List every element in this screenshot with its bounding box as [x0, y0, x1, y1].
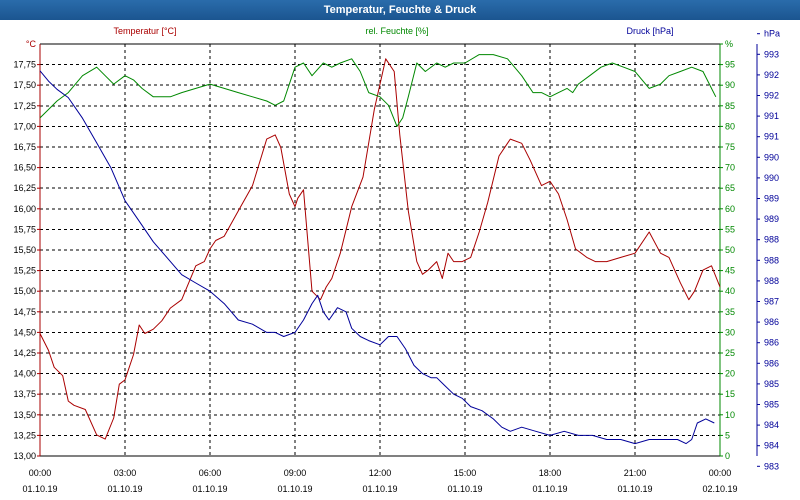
humidity-tick-label: 5: [725, 430, 730, 440]
pressure-tick-label: 984: [764, 420, 779, 430]
temperature-tick-label: 13,50: [13, 410, 36, 420]
pressure-tick-label: 985: [764, 379, 779, 389]
temperature-tick-label: 13,25: [13, 430, 36, 440]
temperature-tick-label: 15,25: [13, 266, 36, 276]
x-tick-date: 01.10.19: [447, 484, 482, 494]
pressure-tick-label: 992: [764, 70, 779, 80]
x-tick-time: 00:00: [709, 468, 732, 478]
chart-title: Temperatur, Feuchte & Druck: [0, 0, 800, 20]
x-tick-date: 01.10.19: [192, 484, 227, 494]
x-tick-date: 01.10.19: [532, 484, 567, 494]
temperature-tick-label: 17,00: [13, 121, 36, 131]
pressure-tick-label: 985: [764, 400, 779, 410]
temperature-tick-label: 13,00: [13, 451, 36, 461]
humidity-tick-label: 85: [725, 101, 735, 111]
temperature-tick-label: 14,00: [13, 369, 36, 379]
x-tick-time: 09:00: [284, 468, 307, 478]
humidity-series-line: [39, 54, 717, 127]
humidity-tick-label: %: [725, 39, 733, 49]
humidity-tick-label: 75: [725, 142, 735, 152]
humidity-tick-label: 0: [725, 451, 730, 461]
humidity-tick-label: 55: [725, 224, 735, 234]
pressure-series-line: [39, 70, 715, 445]
temperature-tick-label: 14,50: [13, 327, 36, 337]
pressure-tick-label: 988: [764, 235, 779, 245]
humidity-axis-label: rel. Feuchte [%]: [365, 26, 428, 36]
temperature-tick-label: 16,75: [13, 142, 36, 152]
humidity-tick-label: 70: [725, 163, 735, 173]
pressure-tick-label: 991: [764, 111, 779, 121]
pressure-tick-label: 991: [764, 132, 779, 142]
x-tick-date: 01.10.19: [362, 484, 397, 494]
temperature-tick-label: 16,25: [13, 183, 36, 193]
humidity-tick-label: 30: [725, 327, 735, 337]
x-tick-time: 00:00: [29, 468, 52, 478]
humidity-tick-label: 35: [725, 307, 735, 317]
series-layer: [39, 54, 721, 445]
temperature-tick-label: 17,75: [13, 60, 36, 70]
x-tick-time: 03:00: [114, 468, 137, 478]
pressure-tick-label: 988: [764, 276, 779, 286]
pressure-tick-label: 987: [764, 297, 779, 307]
pressure-axis-label: Druck [hPa]: [626, 26, 673, 36]
humidity-tick-label: 60: [725, 204, 735, 214]
pressure-tick-label: 986: [764, 317, 779, 327]
pressure-tick-label: 988: [764, 255, 779, 265]
x-tick-date: 02.10.19: [702, 484, 737, 494]
axis-layer: [37, 33, 760, 467]
humidity-tick-label: 15: [725, 389, 735, 399]
x-tick-time: 21:00: [624, 468, 647, 478]
pressure-tick-label: 989: [764, 214, 779, 224]
grid-layer: [39, 43, 721, 457]
pressure-tick-label: 983: [764, 461, 779, 471]
temperature-series-line: [39, 58, 721, 440]
pressure-tick-label: 992: [764, 91, 779, 101]
x-tick-time: 18:00: [539, 468, 562, 478]
humidity-tick-label: 65: [725, 183, 735, 193]
x-tick-date: 01.10.19: [22, 484, 57, 494]
humidity-tick-label: 20: [725, 369, 735, 379]
pressure-tick-label: 990: [764, 173, 779, 183]
x-tick-time: 15:00: [454, 468, 477, 478]
x-tick-date: 01.10.19: [277, 484, 312, 494]
temperature-tick-label: 15,75: [13, 224, 36, 234]
temperature-tick-label: 15,50: [13, 245, 36, 255]
temperature-tick-label: 16,50: [13, 163, 36, 173]
humidity-tick-label: 90: [725, 80, 735, 90]
label-layer: 00:00 01.10.19 03:00 01.10.19 06:00 01.10.19 0…: [13, 26, 780, 494]
humidity-tick-label: 50: [725, 245, 735, 255]
humidity-tick-label: 45: [725, 266, 735, 276]
temperature-tick-label: 13,75: [13, 389, 36, 399]
chart-canvas: 00:00 01.10.19 03:00 01.10.19 06:00 01.10.19 0…: [13, 26, 780, 494]
humidity-tick-label: 80: [725, 121, 735, 131]
x-tick-time: 12:00: [369, 468, 392, 478]
pressure-tick-label: 986: [764, 338, 779, 348]
temperature-axis-label: Temperatur [°C]: [113, 26, 176, 36]
pressure-tick-label: 986: [764, 358, 779, 368]
temperature-unit: °C: [26, 39, 37, 49]
temperature-tick-label: 16,00: [13, 204, 36, 214]
humidity-tick-label: 10: [725, 410, 735, 420]
temperature-tick-label: 15,00: [13, 286, 36, 296]
pressure-tick-label: 993: [764, 49, 779, 59]
x-tick-date: 01.10.19: [617, 484, 652, 494]
pressure-tick-label: hPa: [764, 29, 780, 39]
humidity-tick-label: 40: [725, 286, 735, 296]
temperature-tick-label: 17,25: [13, 101, 36, 111]
temperature-tick-label: 14,75: [13, 307, 36, 317]
temperature-tick-label: 17,50: [13, 80, 36, 90]
temperature-tick-label: 14,25: [13, 348, 36, 358]
x-tick-time: 06:00: [199, 468, 222, 478]
pressure-tick-label: 990: [764, 152, 779, 162]
x-tick-date: 01.10.19: [107, 484, 142, 494]
pressure-tick-label: 989: [764, 194, 779, 204]
humidity-tick-label: 25: [725, 348, 735, 358]
humidity-tick-label: 95: [725, 60, 735, 70]
pressure-tick-label: 984: [764, 441, 779, 451]
